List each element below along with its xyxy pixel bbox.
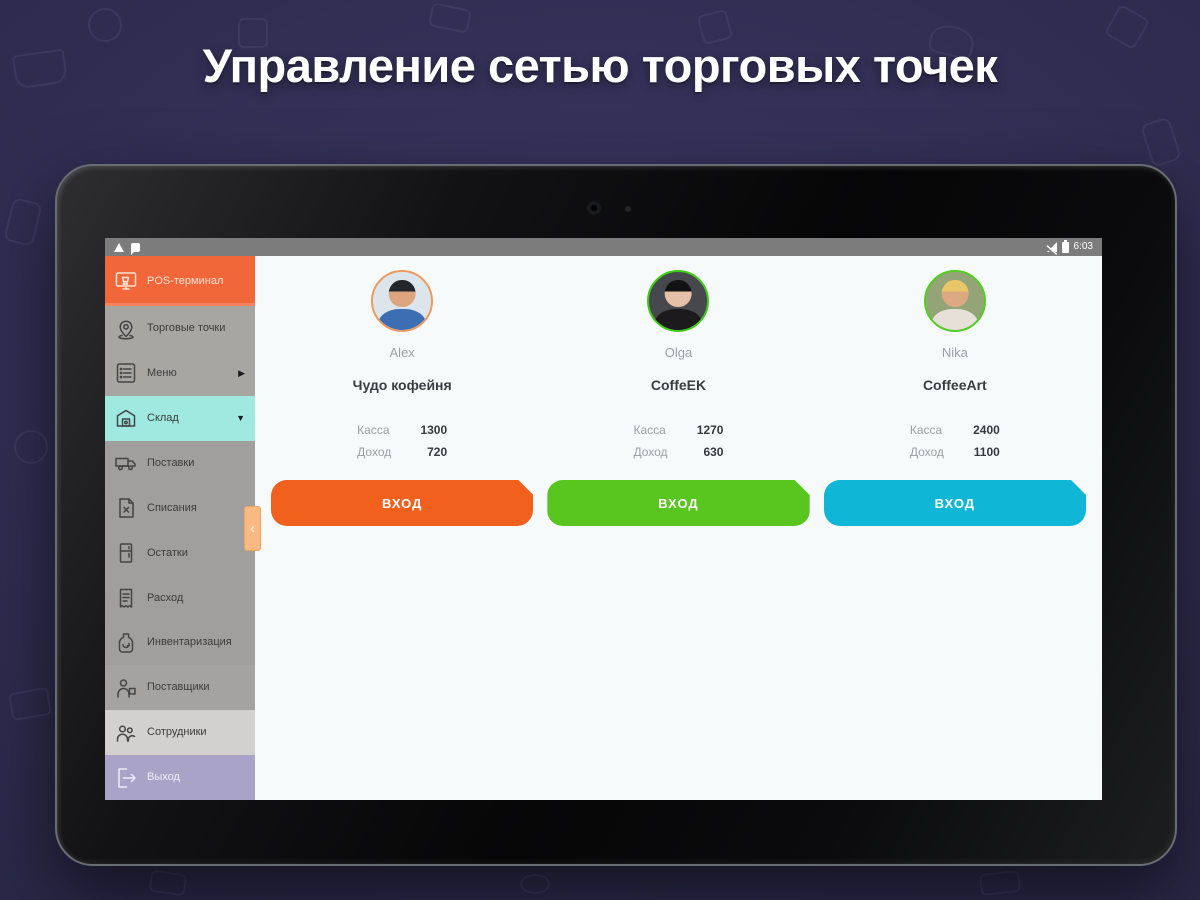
pos-terminal-icon bbox=[114, 269, 138, 293]
stat-value: 2400 bbox=[973, 423, 1000, 437]
sidebar-item-label: POS-терминал bbox=[147, 274, 224, 287]
sidebar-collapse-handle[interactable]: ‹ bbox=[244, 506, 261, 551]
stat-label: Доход bbox=[357, 445, 392, 459]
sidebar-item-expense[interactable]: Расход bbox=[105, 575, 255, 621]
sidebar-item-label: Остатки bbox=[147, 546, 188, 559]
camera-icon bbox=[589, 203, 599, 213]
bg-doodle bbox=[7, 686, 53, 722]
bg-doodle bbox=[1139, 116, 1183, 168]
stat-value: 630 bbox=[703, 445, 724, 459]
stat-row: Доход 720 bbox=[357, 441, 447, 463]
supplier-icon bbox=[114, 676, 138, 700]
sidebar-item-label: Меню bbox=[147, 367, 177, 380]
avatar bbox=[923, 270, 986, 332]
status-time: 6:03 bbox=[1073, 241, 1093, 252]
sidebar-item-supplies[interactable]: Поставки bbox=[105, 440, 255, 486]
sidebar-item-outlets[interactable]: Торговые точки bbox=[105, 306, 255, 351]
tablet-screen: 6:03 POS-терминал bbox=[105, 238, 1102, 800]
chevron-right-icon: ▶ bbox=[238, 367, 245, 378]
battery-icon bbox=[1061, 239, 1069, 253]
message-icon bbox=[131, 242, 140, 255]
sidebar-item-pos-terminal[interactable]: POS-терминал bbox=[105, 256, 255, 306]
bg-doodle bbox=[520, 874, 550, 894]
sidebar: POS-терминал Торговые точки bbox=[105, 256, 255, 800]
sidebar-item-label: Торговые точки bbox=[147, 322, 226, 335]
sidebar-item-label: Списания bbox=[147, 501, 197, 514]
stat-row: Касса 1270 bbox=[633, 419, 723, 441]
exit-icon bbox=[114, 766, 138, 790]
sidebar-item-exit[interactable]: Выход bbox=[105, 755, 255, 800]
leftovers-icon bbox=[114, 541, 138, 565]
truck-icon bbox=[114, 451, 138, 475]
store-card: Alex Чудо кофейня Касса 1300 Доход 720 В… bbox=[271, 264, 533, 526]
status-bar: 6:03 bbox=[105, 238, 1102, 256]
menu-list-icon bbox=[114, 361, 138, 385]
user-name: Alex bbox=[389, 345, 415, 360]
tablet-frame: 6:03 POS-терминал bbox=[55, 164, 1177, 866]
stat-label: Касса bbox=[357, 423, 390, 437]
sidebar-item-label: Поставщики bbox=[147, 681, 210, 694]
sidebar-item-staff[interactable]: Сотрудники bbox=[105, 710, 255, 756]
shop-name: CoffeeArt bbox=[922, 377, 987, 393]
sensor-icon bbox=[625, 206, 631, 212]
no-signal-icon bbox=[1046, 242, 1057, 252]
shop-name: Чудо кофейня bbox=[352, 377, 452, 393]
stat-value: 720 bbox=[427, 445, 448, 459]
map-pin-icon bbox=[114, 316, 138, 340]
enter-button[interactable]: ВХОД bbox=[824, 480, 1086, 526]
bg-doodle bbox=[978, 869, 1022, 897]
sidebar-item-label: Склад bbox=[147, 411, 179, 424]
stat-row: Доход 1100 bbox=[910, 441, 1000, 463]
enter-button[interactable]: ВХОД bbox=[271, 480, 533, 526]
inventory-icon bbox=[114, 631, 138, 655]
chevron-left-icon: ‹ bbox=[250, 520, 255, 537]
enter-button[interactable]: ВХОД bbox=[547, 480, 809, 526]
stat-value: 1100 bbox=[973, 445, 1000, 459]
sidebar-item-label: Выход bbox=[147, 771, 180, 784]
warehouse-icon bbox=[114, 406, 138, 430]
sidebar-item-inventory[interactable]: Инвентаризация bbox=[105, 620, 255, 666]
stat-row: Касса 2400 bbox=[910, 419, 1000, 441]
chevron-down-icon: ▼ bbox=[236, 413, 245, 424]
sidebar-item-suppliers[interactable]: Поставщики bbox=[105, 665, 255, 711]
sidebar-item-menu[interactable]: Меню ▶ bbox=[105, 350, 255, 396]
warning-icon bbox=[114, 242, 124, 252]
user-name: Nika bbox=[941, 345, 968, 360]
staff-icon bbox=[114, 721, 138, 745]
bg-doodle bbox=[3, 197, 43, 247]
stat-label: Доход bbox=[909, 445, 944, 459]
stat-row: Доход 630 bbox=[633, 441, 723, 463]
cashier-cards: Alex Чудо кофейня Касса 1300 Доход 720 В… bbox=[255, 256, 1102, 800]
expense-icon bbox=[114, 586, 138, 610]
stats-block: Касса 2400 Доход 1100 bbox=[910, 419, 1000, 463]
store-card: Olga CoffeEK Касса 1270 Доход 630 ВХОД bbox=[547, 264, 809, 526]
stat-value: 1300 bbox=[420, 423, 448, 437]
sidebar-item-warehouse[interactable]: Склад ▼ bbox=[105, 395, 255, 441]
sidebar-item-label: Расход bbox=[147, 591, 184, 604]
stat-label: Доход bbox=[633, 445, 668, 459]
stats-block: Касса 1270 Доход 630 bbox=[633, 419, 723, 463]
user-name: Olga bbox=[664, 345, 693, 360]
shop-name: CoffeEK bbox=[650, 377, 707, 393]
sidebar-item-write-offs[interactable]: Списания bbox=[105, 485, 255, 531]
sidebar-item-leftovers[interactable]: Остатки bbox=[105, 530, 255, 576]
bg-doodle bbox=[148, 869, 188, 897]
page-title: Управление сетью торговых точек bbox=[202, 39, 998, 92]
store-card: Nika CoffeeArt Касса 2400 Доход 1100 ВХО… bbox=[824, 264, 1086, 526]
sidebar-item-label: Поставки bbox=[147, 456, 195, 469]
bg-doodle bbox=[427, 2, 473, 34]
stats-block: Касса 1300 Доход 720 bbox=[357, 419, 447, 463]
write-off-icon bbox=[114, 496, 138, 520]
stat-label: Касса bbox=[633, 423, 666, 437]
sidebar-item-label: Инвентаризация bbox=[147, 636, 232, 649]
avatar bbox=[371, 270, 434, 332]
stat-label: Касса bbox=[909, 423, 943, 437]
bg-doodle bbox=[14, 430, 48, 464]
avatar bbox=[647, 270, 710, 332]
stat-row: Касса 1300 bbox=[357, 419, 447, 441]
stat-value: 1270 bbox=[696, 423, 724, 437]
sidebar-item-label: Сотрудники bbox=[147, 726, 207, 739]
